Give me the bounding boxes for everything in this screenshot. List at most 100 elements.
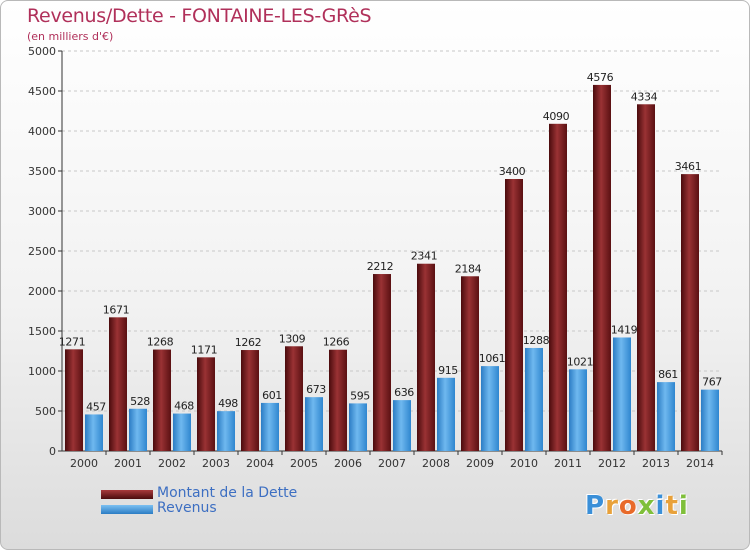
chart-title: Revenus/Dette - FONTAINE-LES-GRèS [27, 5, 372, 27]
y-tick-label: 2000 [28, 285, 56, 298]
legend-label-revenus: Revenus [157, 500, 217, 516]
bar-revenus [217, 411, 235, 451]
logo-letter: x [637, 491, 656, 521]
data-label-revenus: 601 [262, 389, 282, 402]
logo-letter: P [585, 491, 606, 521]
y-tick-label: 0 [49, 445, 56, 458]
logo-letter: t [665, 491, 679, 521]
y-tick-label: 500 [35, 405, 56, 418]
gridlines [62, 50, 722, 412]
data-label-revenus: 1061 [479, 352, 505, 365]
bar-revenus [525, 347, 543, 451]
bar-dette [549, 123, 567, 452]
data-label-revenus: 1021 [567, 355, 593, 368]
chart-subtitle: (en milliers d'€) [27, 30, 114, 43]
data-label-dette: 4576 [587, 71, 614, 84]
bar-dette [593, 84, 611, 452]
bar-dette [417, 263, 435, 451]
data-label-dette: 1262 [235, 336, 261, 349]
data-label-revenus: 767 [702, 376, 722, 389]
bar-revenus [569, 369, 587, 451]
y-tick-label: 4500 [28, 85, 56, 98]
x-tick-label: 2004 [246, 457, 274, 470]
x-tick-label: 2007 [378, 457, 406, 470]
logo-letter: i [678, 491, 689, 521]
data-label-revenus: 468 [174, 400, 194, 413]
logo-letter: o [618, 491, 638, 521]
x-tick-label: 2001 [114, 457, 142, 470]
bar-dette [373, 274, 391, 451]
legend-swatch-dette [101, 490, 153, 499]
y-tick-label: 1000 [28, 365, 56, 378]
bar-dette [505, 179, 523, 451]
data-label-dette: 4090 [543, 110, 570, 123]
bar-revenus [305, 397, 323, 451]
y-tick-label: 1500 [28, 325, 56, 338]
x-tick-label: 2003 [202, 457, 230, 470]
y-tick-label: 3000 [28, 205, 56, 218]
data-label-dette: 1266 [323, 336, 350, 349]
bar-revenus [613, 337, 631, 451]
bar-dette [153, 349, 171, 451]
legend-swatch-revenus [101, 505, 153, 514]
data-label-dette: 1671 [103, 303, 129, 316]
x-tick-label: 2006 [334, 457, 362, 470]
x-tick-label: 2009 [466, 457, 494, 470]
data-label-revenus: 457 [86, 400, 106, 413]
x-tick-label: 2005 [290, 457, 318, 470]
bar-dette [329, 349, 347, 451]
legend-label-dette: Montant de la Dette [157, 485, 298, 501]
proxiti-logo: Proxiti [585, 491, 689, 521]
bar-dette [637, 104, 655, 451]
bar-revenus [129, 408, 147, 451]
bar-dette [681, 174, 699, 451]
value-labels: 1271 457 1671 528 1268 468 1171 498 1262 601 1309 6… [59, 71, 723, 414]
bar-dette [65, 349, 83, 451]
x-tick-label: 2002 [158, 457, 186, 470]
data-label-dette: 3461 [675, 160, 701, 173]
bar-revenus [85, 414, 103, 451]
x-tick-label: 2014 [686, 457, 714, 470]
bar-dette [197, 357, 215, 451]
axes: 0 500 1000 1500 2000 2500 3000 3500 4000 4500 5000… [28, 45, 723, 470]
x-tick-label: 2010 [510, 457, 538, 470]
data-label-dette: 1268 [147, 336, 174, 349]
x-tick-label: 2013 [642, 457, 670, 470]
bar-revenus [657, 382, 675, 451]
bar-revenus [393, 400, 411, 451]
logo-letter: i [655, 491, 666, 521]
bar-revenus [701, 389, 719, 451]
x-tick-label: 2011 [554, 457, 582, 470]
data-label-revenus: 1288 [523, 334, 550, 347]
data-label-dette: 4334 [631, 90, 658, 103]
bar-revenus [173, 413, 191, 451]
data-label-revenus: 673 [306, 383, 326, 396]
data-label-revenus: 595 [350, 389, 370, 402]
y-tick-label: 3500 [28, 165, 56, 178]
bars [65, 84, 719, 452]
data-label-revenus: 498 [218, 397, 238, 410]
bar-dette [241, 350, 259, 451]
bar-revenus [437, 377, 455, 451]
logo-letter: r [605, 491, 619, 521]
data-label-revenus: 861 [658, 368, 678, 381]
data-label-dette: 1271 [59, 335, 85, 348]
data-label-dette: 1309 [279, 332, 306, 345]
bar-revenus [481, 366, 499, 451]
data-label-revenus: 636 [394, 386, 414, 399]
data-label-revenus: 528 [130, 395, 150, 408]
bar-dette [461, 276, 479, 451]
data-label-revenus: 1419 [611, 323, 638, 336]
y-tick-label: 2500 [28, 245, 56, 258]
data-label-dette: 1171 [191, 343, 217, 356]
data-label-dette: 2184 [455, 262, 482, 275]
data-label-dette: 2341 [411, 250, 437, 263]
bar-dette [285, 346, 303, 451]
x-tick-label: 2012 [598, 457, 626, 470]
y-tick-label: 5000 [28, 45, 56, 58]
x-tick-label: 2008 [422, 457, 450, 470]
bar-dette [109, 317, 127, 451]
bar-revenus [261, 402, 279, 451]
